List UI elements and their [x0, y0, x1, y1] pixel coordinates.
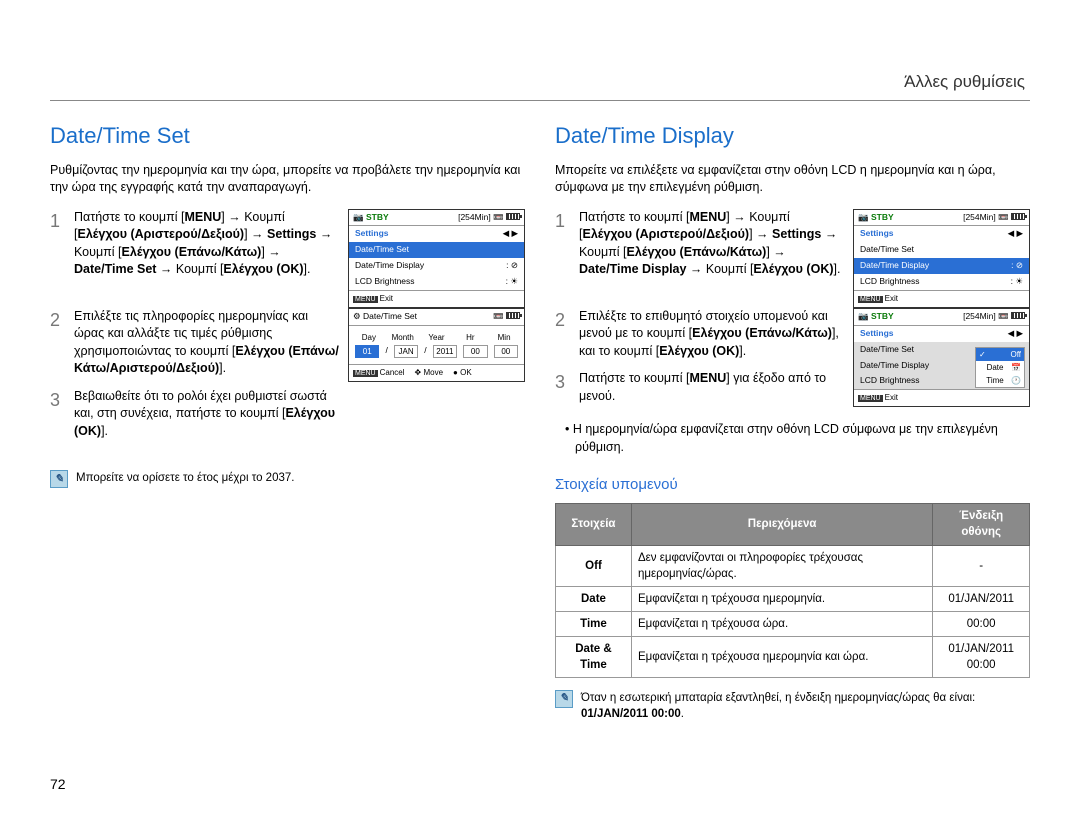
- right-heading: Date/Time Display: [555, 121, 1030, 152]
- submenu-table: Στοιχεία Περιεχόμενα Ένδειξη οθόνης Off …: [555, 503, 1030, 678]
- step-number: 2: [50, 308, 66, 333]
- lcd-screenshot-4: 📷 STBY [254Min] 📼 Settings◀ ▶ Date/Time …: [853, 308, 1030, 407]
- step3-text: Βεβαιωθείτε ότι το ρολόι έχει ρυθμιστεί …: [74, 388, 340, 441]
- divider: [50, 100, 1030, 101]
- footnote: ✎ Όταν η εσωτερική μπαταρία εξαντληθεί, …: [555, 690, 1030, 722]
- step2-text: Επιλέξτε τις πληροφορίες ημερομηνίας και…: [74, 308, 340, 378]
- step3-text-r: Πατήστε το κουμπί [MENU] για έξοδο από τ…: [579, 370, 845, 405]
- left-heading: Date/Time Set: [50, 121, 525, 152]
- lcd-screenshot-2: ⚙ Date/Time Set 📼 Day Month Year Hr Min …: [348, 308, 525, 382]
- left-column: Date/Time Set Ρυθμίζοντας την ημερομηνία…: [50, 121, 525, 722]
- submenu-heading: Στοιχεία υπομενού: [555, 474, 1030, 495]
- left-intro: Ρυθμίζοντας την ημερομηνία και την ώρα, …: [50, 162, 525, 197]
- right-column: Date/Time Display Μπορείτε να επιλέξετε …: [555, 121, 1030, 722]
- step1-text: Πατήστε το κουμπί [MENU] → Κουμπί [Ελέγχ…: [74, 209, 340, 279]
- note-icon: ✎: [50, 470, 68, 488]
- note-icon: ✎: [555, 690, 573, 708]
- step-number: 3: [555, 370, 571, 395]
- page-number: 72: [50, 775, 66, 795]
- step-number: 1: [50, 209, 66, 234]
- lcd-screenshot-1: 📷 STBY [254Min] 📼 Settings◀ ▶ Date/Time …: [348, 209, 525, 308]
- step-number: 3: [50, 388, 66, 413]
- lcd-screenshot-3: 📷 STBY [254Min] 📼 Settings◀ ▶ Date/Time …: [853, 209, 1030, 308]
- note: ✎ Μπορείτε να ορίσετε το έτος μέχρι το 2…: [50, 470, 525, 488]
- popup-menu: ✓Off Date📅 Time🕐: [975, 347, 1025, 389]
- chapter-title: Άλλες ρυθμίσεις: [50, 70, 1030, 94]
- right-intro: Μπορείτε να επιλέξετε να εμφανίζεται στη…: [555, 162, 1030, 197]
- step2-text-r: Επιλέξτε το επιθυμητό στοιχείο υπομενού …: [579, 308, 845, 361]
- step1-text-r: Πατήστε το κουμπί [MENU] → Κουμπί [Ελέγχ…: [579, 209, 845, 279]
- step-number: 1: [555, 209, 571, 234]
- bullet-note: • Η ημερομηνία/ώρα εμφανίζεται στην οθόν…: [575, 421, 1030, 456]
- step-number: 2: [555, 308, 571, 333]
